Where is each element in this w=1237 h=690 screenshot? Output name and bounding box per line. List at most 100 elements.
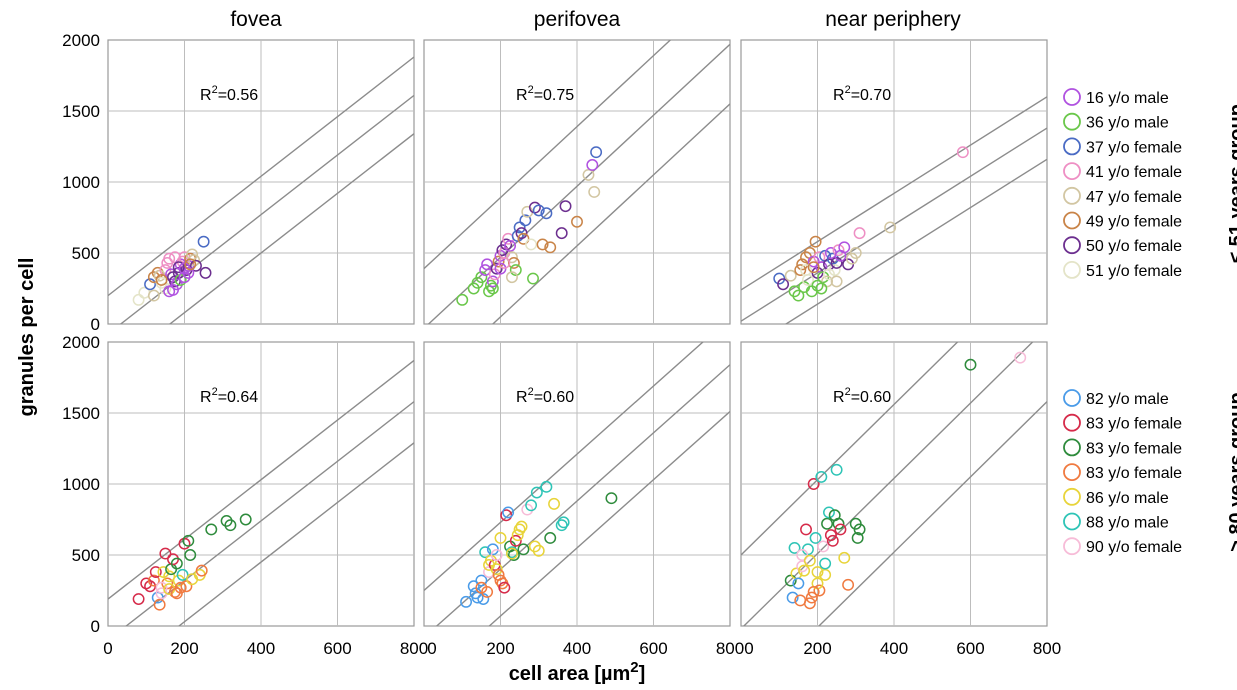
- data-point: [481, 258, 494, 271]
- r-squared-value: =0.60: [851, 389, 892, 406]
- r-squared-label: R2=0.60: [833, 386, 891, 406]
- regression-line: [427, 43, 730, 324]
- legend-marker: [1063, 236, 1081, 255]
- x-tick-label: 200: [803, 639, 831, 658]
- data-point: [507, 549, 520, 561]
- x-tick-label: 400: [247, 639, 275, 658]
- data-point: [811, 566, 824, 578]
- legend-item: 88 y/o male: [1063, 512, 1169, 532]
- fit-lines: [424, 40, 730, 324]
- data-points: [456, 146, 603, 306]
- data-point: [147, 289, 160, 302]
- x-tick-label: 600: [323, 639, 351, 658]
- legend-marker: [1063, 463, 1081, 482]
- legend-item: 47 y/o female: [1063, 186, 1182, 206]
- y-tick-label: 0: [91, 315, 100, 334]
- legend-marker: [1063, 438, 1081, 457]
- legend-marker: [1063, 260, 1081, 279]
- x-tick-label: 200: [486, 639, 514, 658]
- r-squared-value: =0.75: [534, 87, 575, 104]
- confidence-line: [491, 103, 730, 324]
- x-tick-label: 400: [880, 639, 908, 658]
- r-squared-value: =0.64: [218, 389, 259, 406]
- legend-item: 82 y/o male: [1063, 389, 1169, 408]
- data-point: [842, 578, 855, 591]
- legend-label: 83 y/o female: [1086, 440, 1182, 457]
- legend-label: 37 y/o female: [1086, 139, 1182, 156]
- r-squared-prefix: R: [200, 389, 212, 406]
- x-tick-label: 800: [1033, 639, 1061, 658]
- legend-label: 16 y/o male: [1086, 90, 1169, 107]
- data-point: [792, 577, 805, 590]
- r-squared-sup: 2: [212, 84, 218, 96]
- data-point: [155, 581, 168, 594]
- data-point: [803, 597, 816, 610]
- data-point: [819, 557, 832, 570]
- panel-2-1: R2=0.60: [740, 341, 1048, 627]
- data-point: [506, 547, 518, 560]
- data-point: [532, 544, 545, 557]
- data-point: [159, 547, 172, 560]
- data-point: [832, 517, 845, 530]
- data-point: [964, 358, 977, 371]
- x-axis-title-main: cell area [µm: [509, 663, 631, 685]
- data-point: [807, 261, 820, 274]
- x-tick-label: 0: [103, 639, 112, 658]
- r-squared-sup: 2: [528, 84, 534, 96]
- data-point: [507, 256, 520, 269]
- data-point: [506, 251, 518, 264]
- group-title: > 80 years group: [1226, 392, 1237, 552]
- data-point: [559, 200, 572, 213]
- legend-item: 36 y/o male: [1063, 112, 1169, 132]
- data-point: [132, 293, 145, 306]
- legend-item: 51 y/o female: [1063, 260, 1182, 280]
- data-point: [809, 532, 822, 544]
- x-tick-label: 600: [639, 639, 667, 658]
- data-point: [532, 204, 545, 217]
- group-title: ≤ 51 years group: [1226, 104, 1237, 263]
- r-squared-label: R2=0.70: [833, 84, 891, 104]
- data-point: [151, 266, 164, 279]
- x-axis-title: cell area [µm2]: [509, 659, 646, 685]
- data-point: [884, 221, 897, 234]
- data-point: [582, 168, 595, 181]
- data-point: [849, 247, 862, 259]
- data-point: [803, 554, 816, 567]
- legend-label: 83 y/o female: [1086, 416, 1182, 433]
- data-point: [502, 506, 515, 519]
- data-point: [525, 499, 538, 512]
- legend-marker: [1063, 162, 1081, 181]
- y-tick-label: 500: [72, 546, 100, 565]
- data-point: [525, 238, 538, 251]
- legends: 16 y/o male 36 y/o male 37 y/o female 41 y/…: [1063, 88, 1237, 556]
- data-point: [853, 523, 866, 536]
- r-squared-prefix: R: [516, 389, 528, 406]
- confidence-line: [741, 96, 1047, 291]
- data-point: [170, 587, 183, 600]
- data-point: [490, 262, 503, 275]
- legend-marker: [1063, 137, 1081, 156]
- regression-line: [125, 401, 414, 626]
- data-point: [956, 146, 969, 159]
- confidence-line: [168, 133, 414, 324]
- data-point: [851, 532, 864, 544]
- x-tick-label: 0: [744, 639, 753, 658]
- data-point: [798, 564, 811, 577]
- legend-item: 86 y/o male: [1063, 487, 1169, 507]
- data-point: [815, 282, 828, 295]
- data-point: [155, 274, 168, 286]
- data-point: [492, 255, 505, 268]
- data-point: [830, 463, 843, 476]
- data-point: [163, 252, 176, 265]
- data-point: [147, 574, 160, 587]
- r-squared-sup: 2: [845, 84, 851, 96]
- confidence-line: [817, 401, 1047, 626]
- y-tick-label: 1000: [62, 475, 100, 494]
- panel-1-0: R2=0.75: [423, 39, 731, 325]
- data-point: [199, 266, 212, 279]
- data-point: [132, 593, 145, 605]
- data-point: [796, 549, 809, 561]
